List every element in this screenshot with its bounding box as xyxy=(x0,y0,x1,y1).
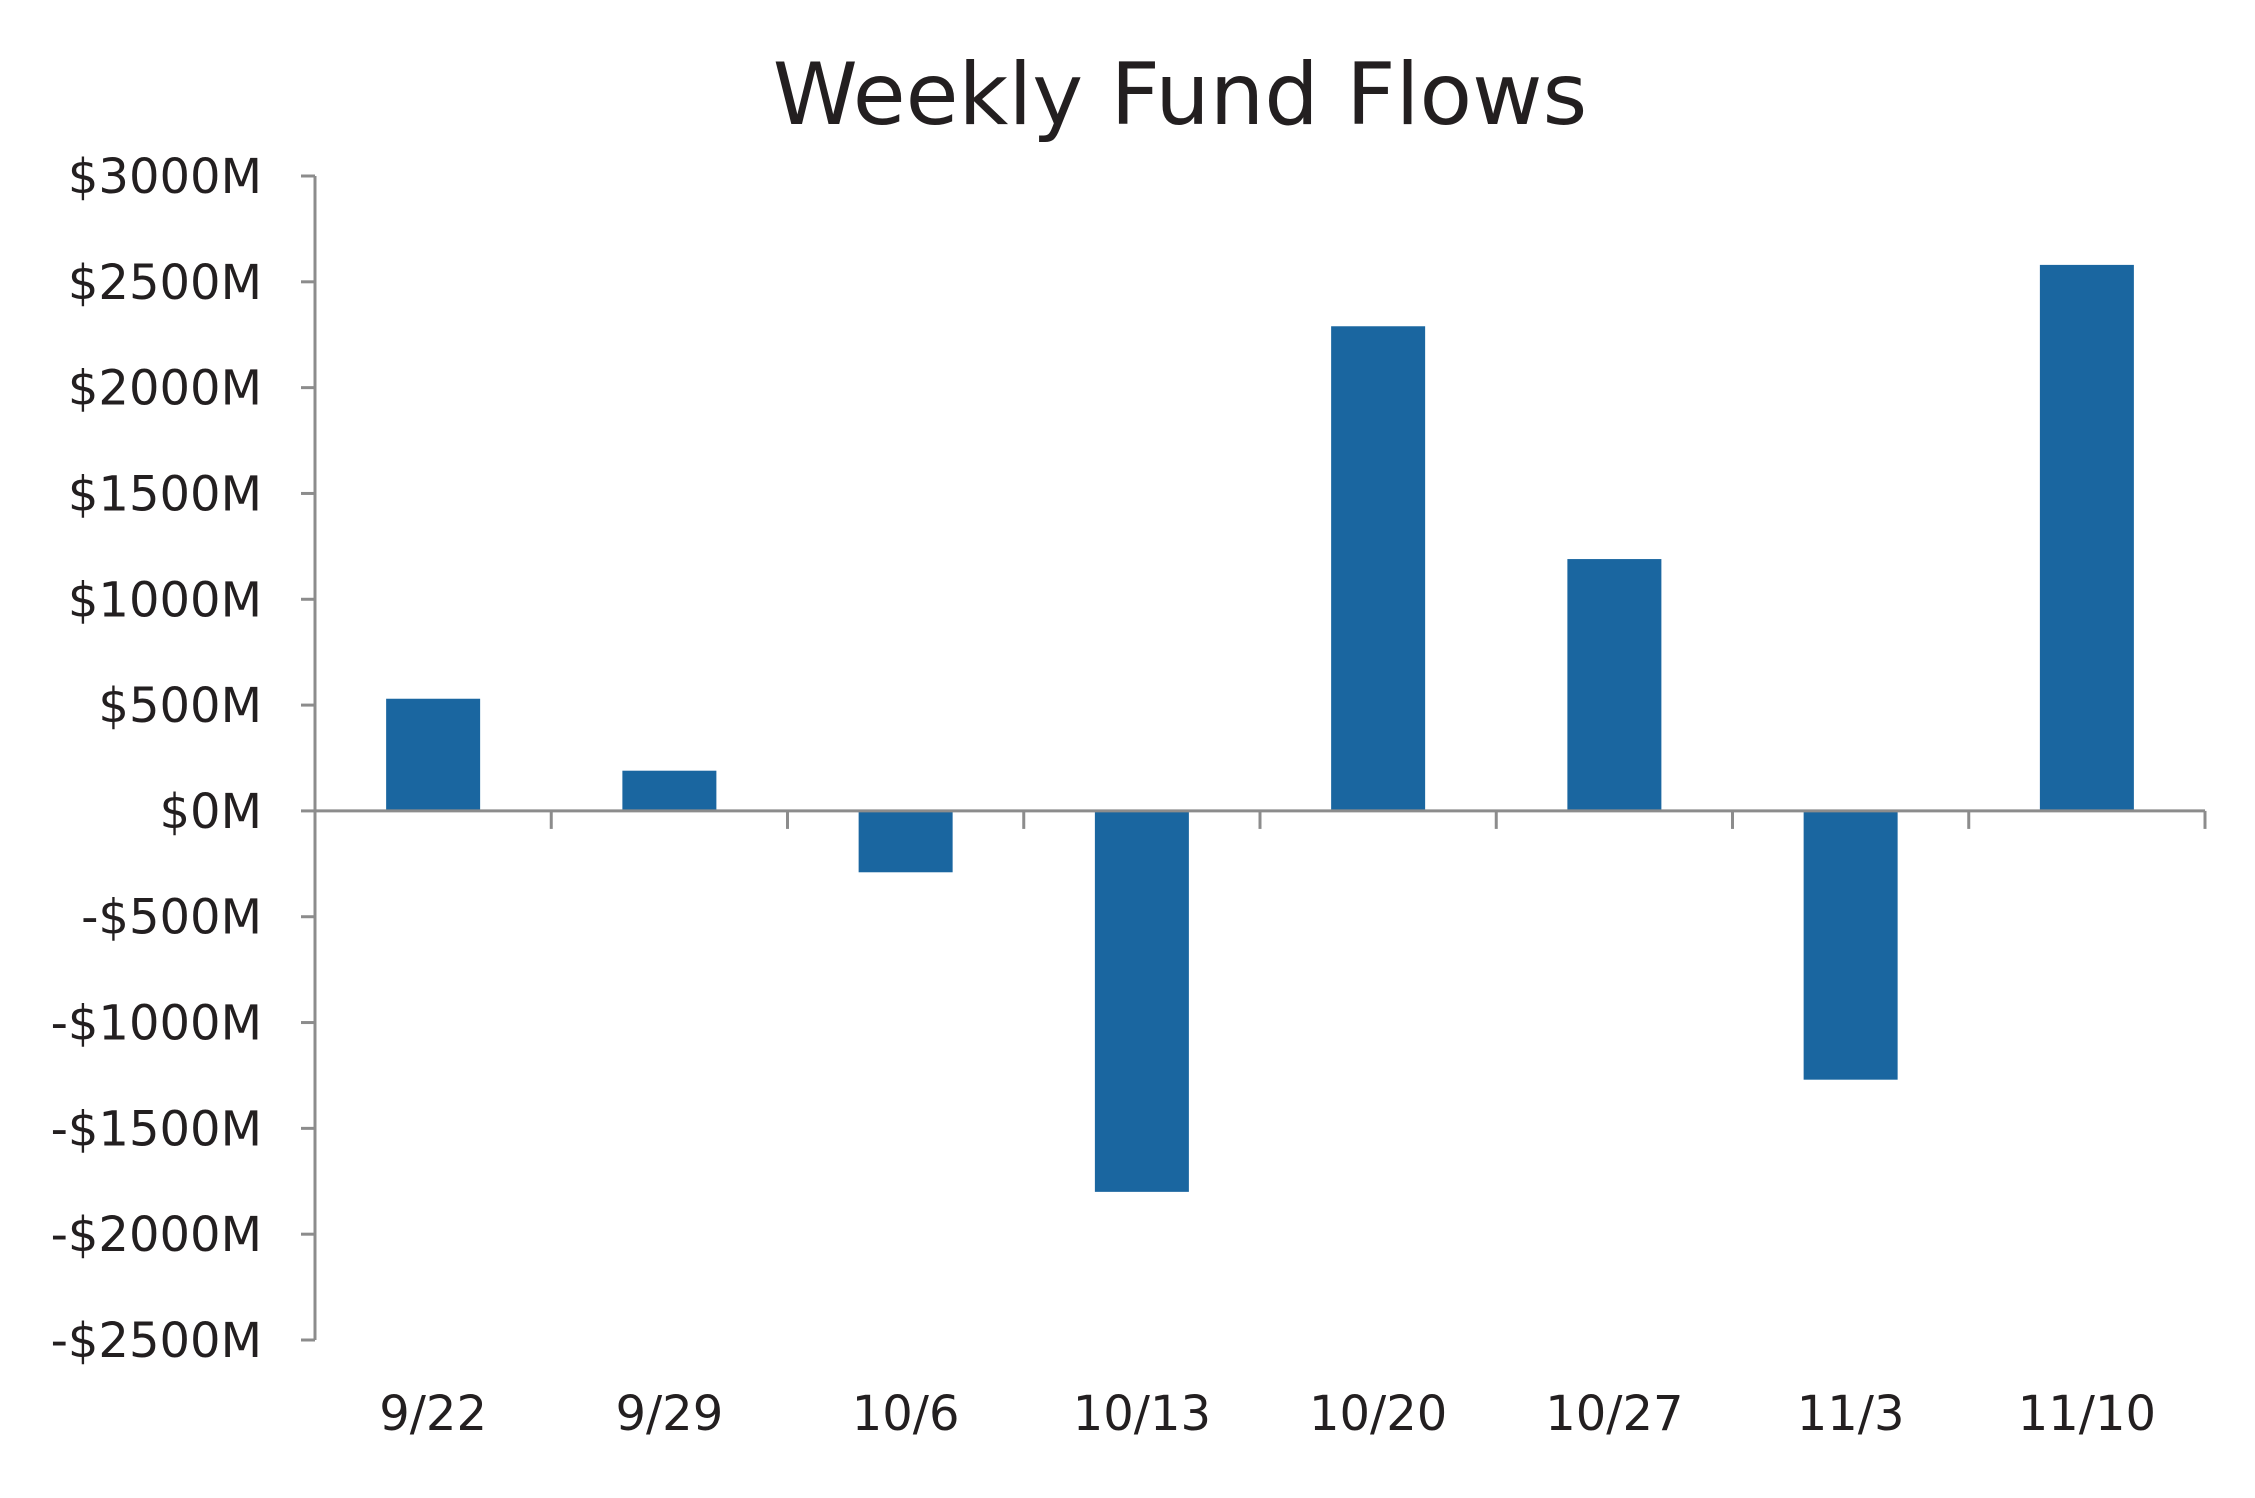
x-tick-label: 11/3 xyxy=(1797,1386,1905,1442)
y-tick-label: -$1500M xyxy=(51,1101,262,1157)
y-tick-label: -$2000M xyxy=(51,1207,262,1263)
x-tick-labels: 9/22 9/29 10/6 10/13 10/20 10/27 11/3 11/10 xyxy=(379,810,2207,1442)
x-tick-label: 10/13 xyxy=(1073,1386,1211,1442)
y-tick-label: $3000M xyxy=(68,149,262,205)
y-tick-label: -$500M xyxy=(81,890,262,946)
x-tick-label: 10/20 xyxy=(1309,1386,1447,1442)
x-tick-label: 10/27 xyxy=(1545,1386,1683,1442)
x-tick-label: 10/6 xyxy=(852,1386,960,1442)
chart-title: Weekly Fund Flows xyxy=(773,45,1588,145)
bar-10-20 xyxy=(1331,326,1426,811)
x-tick-label: 9/22 xyxy=(379,1386,487,1442)
bars-group xyxy=(386,264,2134,1192)
y-tick-label: $1500M xyxy=(68,466,262,522)
bar-11-3 xyxy=(1803,810,1898,1080)
y-tick-label: -$2500M xyxy=(51,1313,262,1369)
bar-11-10 xyxy=(2039,264,2134,811)
y-tick-labels: $3000M $2500M $2000M $1500M $1000M $500M $0M -$… xyxy=(51,149,315,1369)
y-tick-label: $500M xyxy=(98,678,262,734)
y-tick-label: -$1000M xyxy=(51,996,262,1052)
y-tick-label: $2500M xyxy=(68,255,262,311)
bar-10-6 xyxy=(858,810,953,873)
y-tick-label: $0M xyxy=(160,784,263,840)
bar-9-22 xyxy=(386,698,481,811)
y-tick-label: $2000M xyxy=(68,361,262,417)
y-tick-label: $1000M xyxy=(68,572,262,628)
axes-group xyxy=(313,176,2205,1340)
bar-10-13 xyxy=(1094,810,1189,1192)
x-tick-label: 9/29 xyxy=(615,1386,723,1442)
bar-10-27 xyxy=(1567,559,1662,811)
x-tick-label: 11/10 xyxy=(2018,1386,2156,1442)
bar-9-29 xyxy=(622,770,717,811)
